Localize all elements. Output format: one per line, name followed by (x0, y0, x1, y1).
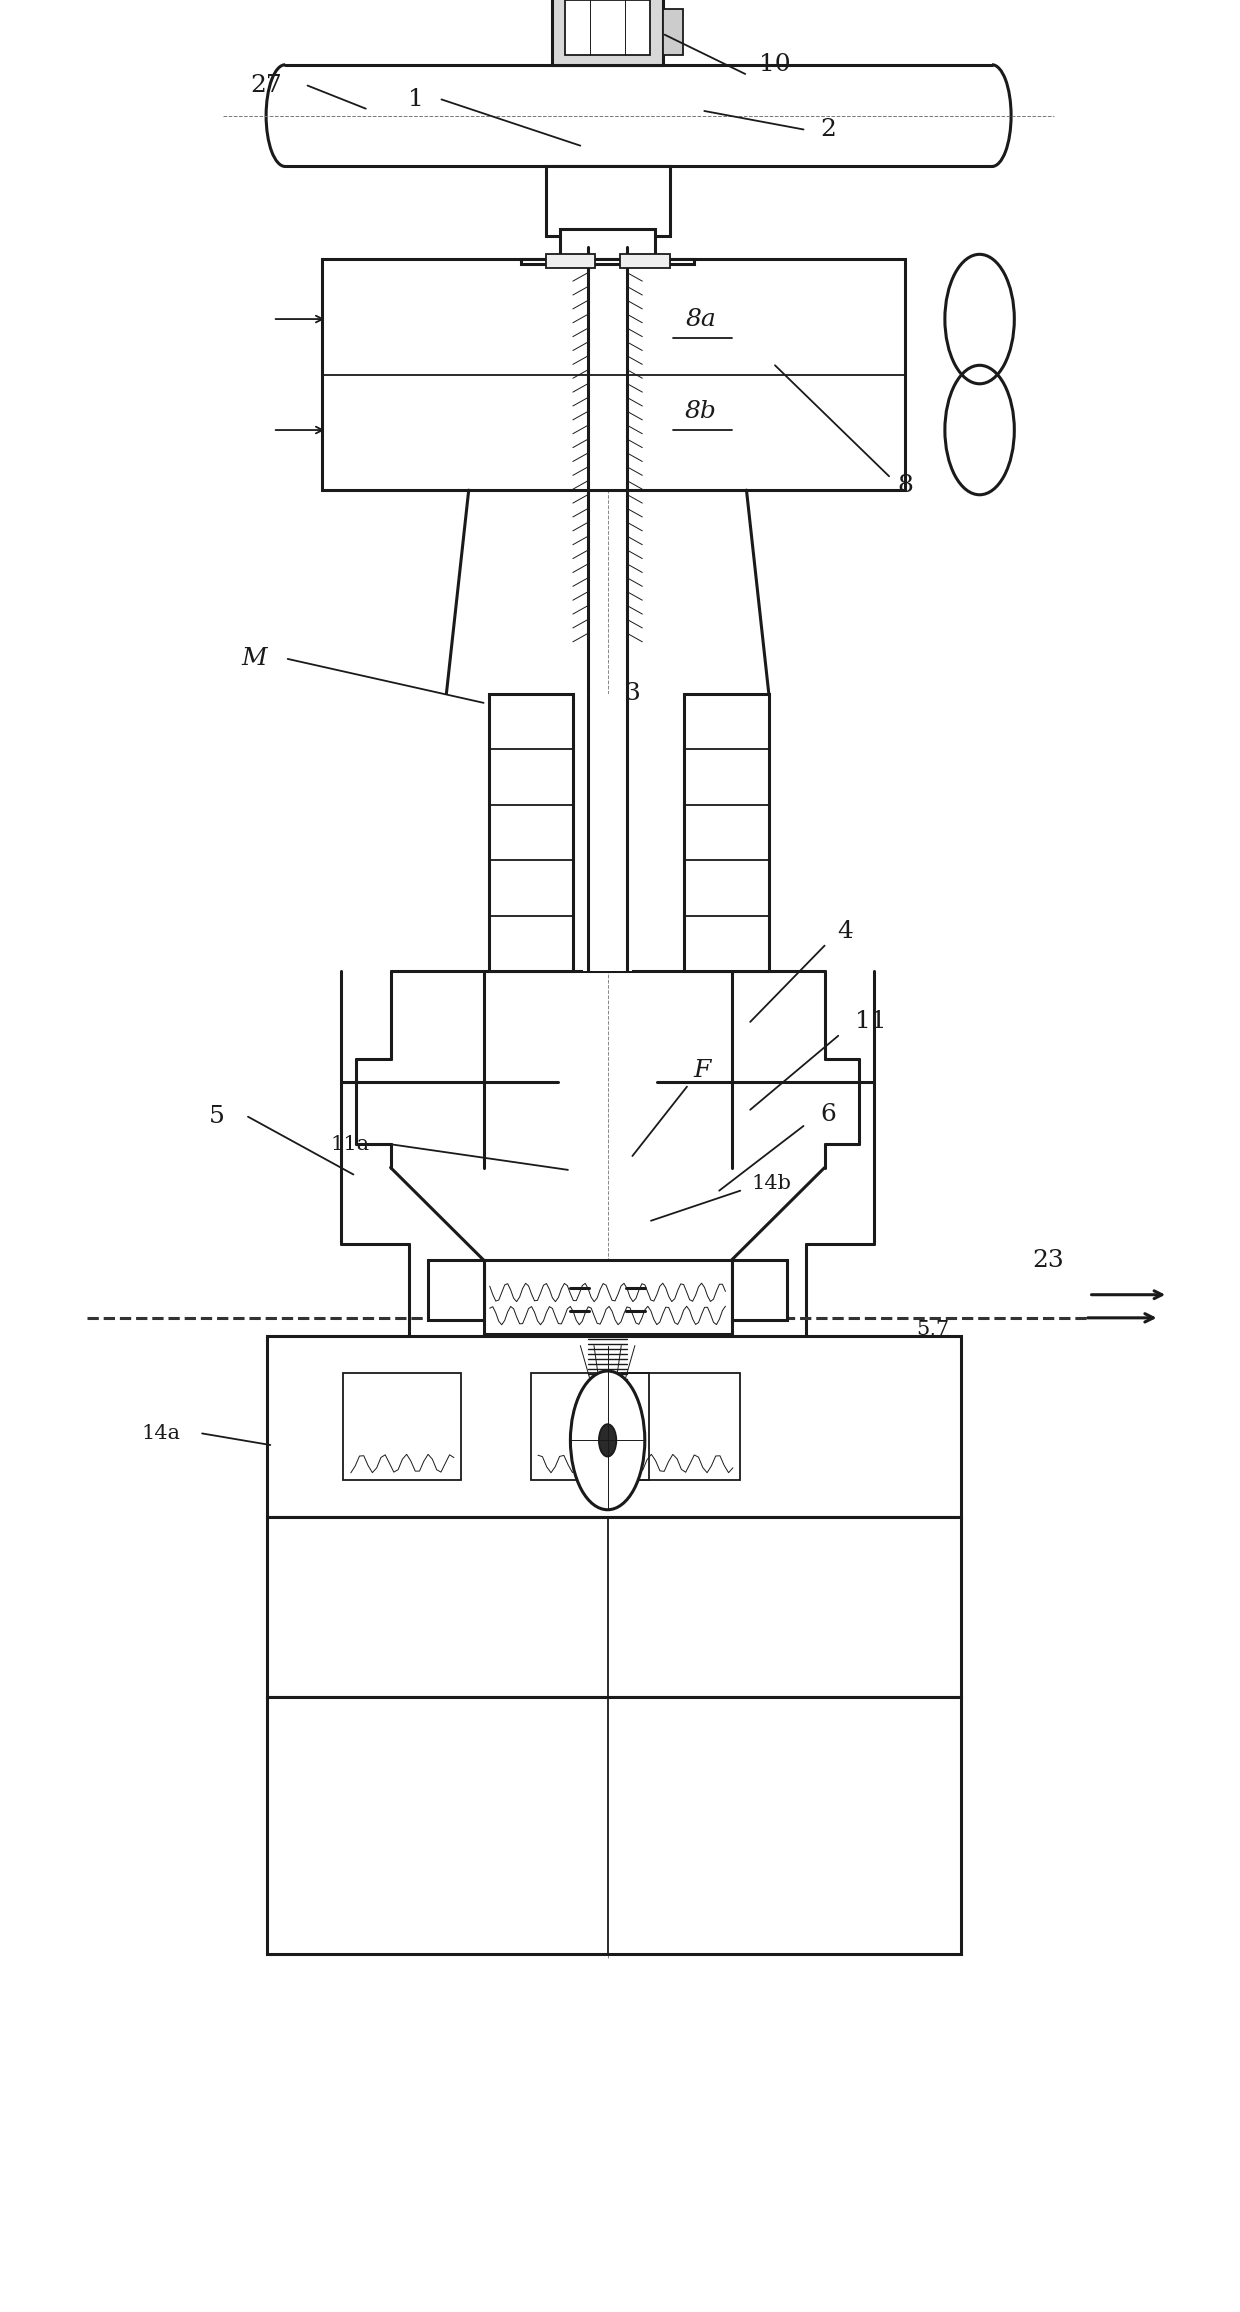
Text: 11a: 11a (330, 1135, 370, 1154)
Text: M: M (242, 647, 267, 670)
Bar (732, 1260, 787, 1320)
Bar (684, 694, 769, 971)
Bar (552, 0, 663, 65)
Bar (565, 0, 650, 55)
Text: 11: 11 (854, 1010, 887, 1033)
Bar (546, 254, 595, 268)
Text: 8: 8 (898, 474, 913, 497)
Bar (531, 1373, 649, 1480)
Text: 3: 3 (625, 682, 640, 705)
Bar (583, 694, 632, 971)
Text: F: F (693, 1059, 711, 1082)
Text: 6: 6 (821, 1103, 836, 1126)
Bar (489, 694, 573, 971)
Text: 4: 4 (838, 920, 853, 943)
Text: 27: 27 (250, 74, 283, 97)
Bar (343, 1373, 461, 1480)
Text: 14a: 14a (141, 1424, 181, 1443)
Bar (521, 259, 694, 264)
Bar (428, 1260, 484, 1320)
Text: 23: 23 (1032, 1248, 1064, 1272)
Text: 5: 5 (210, 1105, 224, 1128)
Bar (484, 1260, 732, 1334)
Bar (663, 9, 683, 55)
Bar (267, 1336, 961, 1517)
Text: 2: 2 (821, 118, 836, 141)
Circle shape (599, 1424, 616, 1457)
Text: 10: 10 (759, 53, 791, 76)
Bar (322, 259, 905, 490)
Text: 5,7: 5,7 (916, 1320, 949, 1339)
Text: 14b: 14b (751, 1174, 791, 1193)
Bar (546, 166, 670, 236)
Bar (620, 254, 670, 268)
Text: 8b: 8b (684, 400, 717, 423)
Bar (267, 1697, 961, 1954)
Bar (267, 1517, 961, 1697)
Text: 1: 1 (408, 88, 423, 111)
Circle shape (570, 1371, 645, 1510)
Bar (560, 229, 655, 264)
Text: 8a: 8a (686, 307, 715, 331)
Bar (622, 1373, 740, 1480)
